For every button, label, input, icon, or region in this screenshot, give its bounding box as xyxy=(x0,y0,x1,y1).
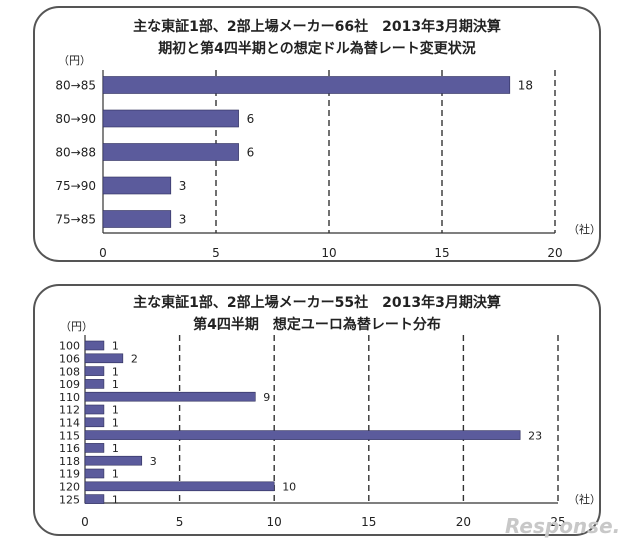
bar xyxy=(84,404,105,415)
x-tick-label: 0 xyxy=(81,515,89,529)
bar xyxy=(102,176,172,195)
bar xyxy=(84,443,105,453)
bar xyxy=(84,494,105,504)
bar xyxy=(84,391,256,402)
bar xyxy=(84,340,105,351)
x-tick-label: 20 xyxy=(456,515,471,529)
category-label: 75→85 xyxy=(55,213,96,227)
x-tick-label: 5 xyxy=(176,515,184,529)
chart-title: 主な東証1部、2部上場メーカー55社 2013年3月期決算 xyxy=(133,295,501,311)
x-tick-label: 15 xyxy=(361,515,376,529)
data-label: 3 xyxy=(179,213,187,227)
category-label: 100 xyxy=(59,340,80,353)
chart-subtitle: 第4四半期 想定ユーロ為替レート分布 xyxy=(193,317,441,333)
x-axis-unit-label: （社） xyxy=(568,492,601,506)
category-label: 115 xyxy=(59,429,80,442)
watermark-logo: Response. xyxy=(505,514,621,538)
data-label: 3 xyxy=(150,455,157,468)
bar xyxy=(84,455,143,466)
bar xyxy=(102,76,511,94)
chart-title: 主な東証1部、2部上場メーカー66社 2013年3月期決算 xyxy=(133,19,501,35)
x-tick-label: 10 xyxy=(321,246,336,260)
x-tick-label: 5 xyxy=(212,246,220,260)
category-label: 118 xyxy=(59,455,80,468)
bar xyxy=(84,353,124,364)
x-tick-label: 25 xyxy=(550,515,565,529)
data-label: 1 xyxy=(112,378,119,391)
bar xyxy=(84,430,521,440)
category-label: 80→85 xyxy=(55,79,96,93)
data-label: 1 xyxy=(112,468,119,481)
data-label: 6 xyxy=(247,146,255,160)
data-label: 1 xyxy=(112,340,119,353)
bar xyxy=(84,366,105,376)
data-label: 23 xyxy=(528,429,542,442)
x-tick-label: 20 xyxy=(547,246,562,260)
category-label: 110 xyxy=(59,391,80,404)
y-axis-unit-label: （円） xyxy=(58,54,91,67)
data-label: 18 xyxy=(518,79,533,93)
data-label: 3 xyxy=(179,179,187,193)
chart-panel-eur: 主な東証1部、2部上場メーカー55社 2013年3月期決算 第4四半期 想定ユー… xyxy=(33,284,601,536)
data-label: 6 xyxy=(247,112,255,126)
category-label: 114 xyxy=(59,416,80,429)
x-tick-label: 10 xyxy=(267,515,282,529)
category-label: 80→88 xyxy=(55,146,96,160)
bar xyxy=(84,379,105,389)
x-tick-label: 15 xyxy=(434,246,449,260)
category-label: 120 xyxy=(59,480,80,493)
x-axis-unit-label: （社） xyxy=(568,222,601,236)
data-label: 9 xyxy=(263,391,270,404)
data-label: 10 xyxy=(282,480,296,493)
category-label: 106 xyxy=(59,352,80,365)
chart-subtitle: 期初と第4四半期との想定ドル為替レート変更状況 xyxy=(158,41,476,57)
category-label: 112 xyxy=(59,404,80,417)
category-label: 116 xyxy=(59,442,80,455)
category-label: 75→90 xyxy=(55,179,96,193)
x-tick-label: 0 xyxy=(99,246,107,260)
data-label: 1 xyxy=(112,442,119,455)
category-label: 80→90 xyxy=(55,112,96,126)
data-label: 1 xyxy=(112,416,119,429)
category-label: 125 xyxy=(59,493,80,506)
category-label: 109 xyxy=(59,378,80,391)
category-label: 108 xyxy=(59,365,80,378)
bar xyxy=(84,468,105,479)
bar xyxy=(102,143,239,161)
category-label: 119 xyxy=(59,468,80,481)
data-label: 1 xyxy=(112,404,119,417)
data-label: 1 xyxy=(112,365,119,378)
data-label: 1 xyxy=(112,493,119,506)
bar xyxy=(84,417,105,428)
bar xyxy=(102,109,239,128)
data-label: 2 xyxy=(131,352,138,365)
bar xyxy=(84,481,275,492)
bar xyxy=(102,210,172,228)
y-axis-unit-label: （円） xyxy=(60,320,93,333)
